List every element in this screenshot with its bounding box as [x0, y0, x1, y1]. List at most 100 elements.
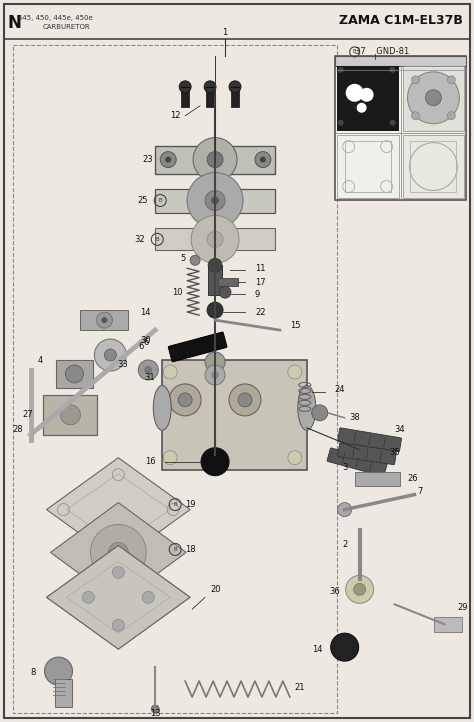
Text: 26: 26	[408, 474, 418, 483]
Circle shape	[169, 384, 201, 416]
Circle shape	[205, 191, 225, 210]
FancyBboxPatch shape	[168, 332, 227, 362]
Polygon shape	[46, 545, 190, 649]
Bar	[81, 310, 128, 330]
Circle shape	[109, 542, 128, 562]
Circle shape	[255, 152, 271, 168]
Text: 29: 29	[457, 603, 468, 612]
Circle shape	[360, 88, 374, 102]
Text: 25: 25	[138, 196, 148, 205]
Circle shape	[207, 231, 223, 248]
Circle shape	[144, 366, 152, 374]
Text: ZAMA C1M-EL37B: ZAMA C1M-EL37B	[339, 14, 463, 27]
Text: 35: 35	[390, 448, 400, 457]
Circle shape	[160, 152, 176, 168]
Text: 23: 23	[143, 155, 153, 164]
Text: 36: 36	[329, 587, 340, 596]
Bar	[410, 141, 456, 193]
Text: 9: 9	[255, 290, 260, 299]
Text: 11: 11	[255, 264, 265, 273]
Text: 18: 18	[185, 545, 196, 554]
Circle shape	[138, 360, 158, 380]
Circle shape	[208, 258, 222, 272]
Circle shape	[337, 503, 352, 516]
Circle shape	[207, 152, 223, 168]
Circle shape	[151, 705, 159, 713]
Circle shape	[331, 633, 359, 661]
Circle shape	[260, 157, 266, 162]
Circle shape	[354, 583, 365, 596]
Circle shape	[288, 451, 302, 465]
Circle shape	[337, 67, 344, 73]
Circle shape	[165, 157, 171, 162]
Text: 2: 2	[342, 540, 347, 549]
Text: 4: 4	[37, 355, 43, 365]
Text: 13: 13	[150, 710, 161, 718]
Circle shape	[346, 84, 364, 102]
Circle shape	[312, 405, 328, 421]
Circle shape	[346, 575, 374, 604]
Circle shape	[411, 112, 419, 120]
Polygon shape	[46, 458, 190, 562]
Text: 32: 32	[135, 235, 145, 244]
Circle shape	[191, 215, 239, 264]
Bar	[337, 135, 399, 199]
Text: 10: 10	[172, 287, 182, 297]
Circle shape	[163, 451, 177, 465]
Circle shape	[187, 173, 243, 228]
Bar	[231, 89, 239, 107]
Circle shape	[211, 371, 219, 379]
Bar	[335, 56, 466, 66]
Text: 445, 450, 445e, 450e: 445, 450, 445e, 450e	[18, 15, 93, 21]
Circle shape	[238, 393, 252, 407]
Circle shape	[65, 365, 83, 383]
Ellipse shape	[298, 386, 316, 430]
Text: 20: 20	[210, 585, 220, 593]
Text: 30: 30	[140, 336, 151, 344]
Bar	[335, 56, 466, 201]
Circle shape	[61, 405, 81, 425]
Circle shape	[447, 112, 456, 120]
Text: 14: 14	[312, 645, 323, 653]
Circle shape	[207, 303, 223, 318]
Text: 33: 33	[118, 360, 128, 370]
Bar	[337, 66, 399, 131]
Text: 24: 24	[335, 386, 345, 394]
FancyBboxPatch shape	[327, 448, 387, 477]
Text: 28: 28	[12, 425, 23, 435]
Text: 1: 1	[222, 28, 228, 38]
Text: 19: 19	[185, 500, 196, 509]
Text: 17: 17	[255, 278, 265, 287]
Text: N: N	[8, 14, 22, 32]
Text: 38: 38	[350, 413, 360, 422]
Text: 8: 8	[30, 668, 36, 677]
Bar	[43, 395, 98, 435]
Circle shape	[211, 196, 219, 204]
Bar	[55, 360, 93, 388]
Text: 7: 7	[418, 487, 423, 496]
Circle shape	[390, 120, 395, 126]
Bar	[13, 45, 337, 713]
Circle shape	[205, 352, 225, 372]
Polygon shape	[51, 503, 186, 602]
Circle shape	[204, 81, 216, 93]
Circle shape	[179, 81, 191, 93]
Bar	[181, 89, 189, 107]
Circle shape	[82, 591, 94, 604]
Text: 21: 21	[295, 682, 305, 692]
Circle shape	[142, 591, 154, 604]
Circle shape	[426, 90, 441, 105]
Circle shape	[288, 365, 302, 379]
Text: B: B	[353, 49, 356, 54]
Text: 15: 15	[290, 321, 301, 330]
Bar	[162, 360, 307, 470]
Circle shape	[112, 566, 124, 578]
Text: 14: 14	[140, 308, 151, 317]
Bar	[402, 66, 465, 131]
Circle shape	[101, 317, 108, 323]
Bar	[208, 265, 222, 295]
Circle shape	[229, 384, 261, 416]
Bar	[434, 617, 462, 632]
Bar	[355, 471, 400, 486]
Bar	[55, 679, 73, 707]
